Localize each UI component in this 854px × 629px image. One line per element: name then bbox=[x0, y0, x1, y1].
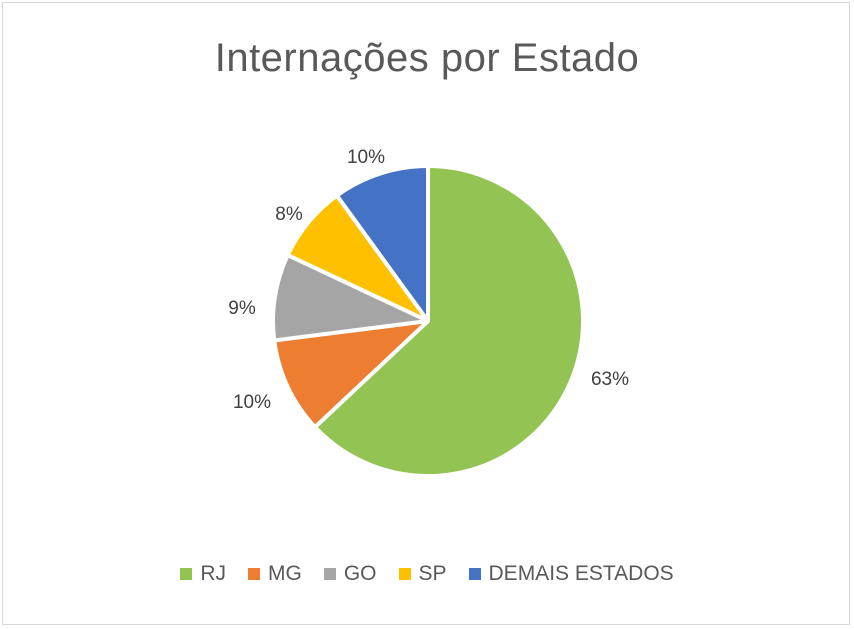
legend-swatch bbox=[468, 568, 481, 580]
legend-swatch bbox=[180, 568, 193, 580]
legend-item-sp: SP bbox=[398, 562, 447, 586]
legend-label: MG bbox=[268, 562, 302, 585]
legend-label: SP bbox=[418, 562, 447, 585]
pie-slice-demais-estados bbox=[334, 164, 430, 323]
pie-slice-mg bbox=[272, 319, 430, 430]
legend-item-rj: RJ bbox=[180, 562, 226, 586]
legend-item-demais-estados: DEMAIS ESTADOS bbox=[468, 562, 674, 586]
chart-title: Internações por Estado bbox=[214, 36, 640, 80]
data-label-go: 9% bbox=[228, 298, 256, 319]
pie-slice-rj bbox=[313, 164, 585, 478]
data-label-sp: 8% bbox=[275, 204, 303, 225]
legend-swatch bbox=[323, 568, 336, 580]
chart-legend: RJ MG GO SP DEMAIS ESTADOS bbox=[0, 562, 854, 586]
legend-label: RJ bbox=[200, 562, 226, 585]
data-label-rj: 63% bbox=[591, 369, 629, 390]
legend-swatch bbox=[248, 568, 260, 580]
legend-item-go: GO bbox=[323, 562, 377, 586]
legend-label: GO bbox=[343, 562, 377, 585]
legend-label: DEMAIS ESTADOS bbox=[488, 562, 674, 585]
data-label-demais-estados: 10% bbox=[347, 147, 385, 168]
data-label-mg: 10% bbox=[233, 392, 271, 413]
legend-swatch bbox=[398, 568, 411, 580]
legend-item-mg: MG bbox=[248, 562, 302, 586]
